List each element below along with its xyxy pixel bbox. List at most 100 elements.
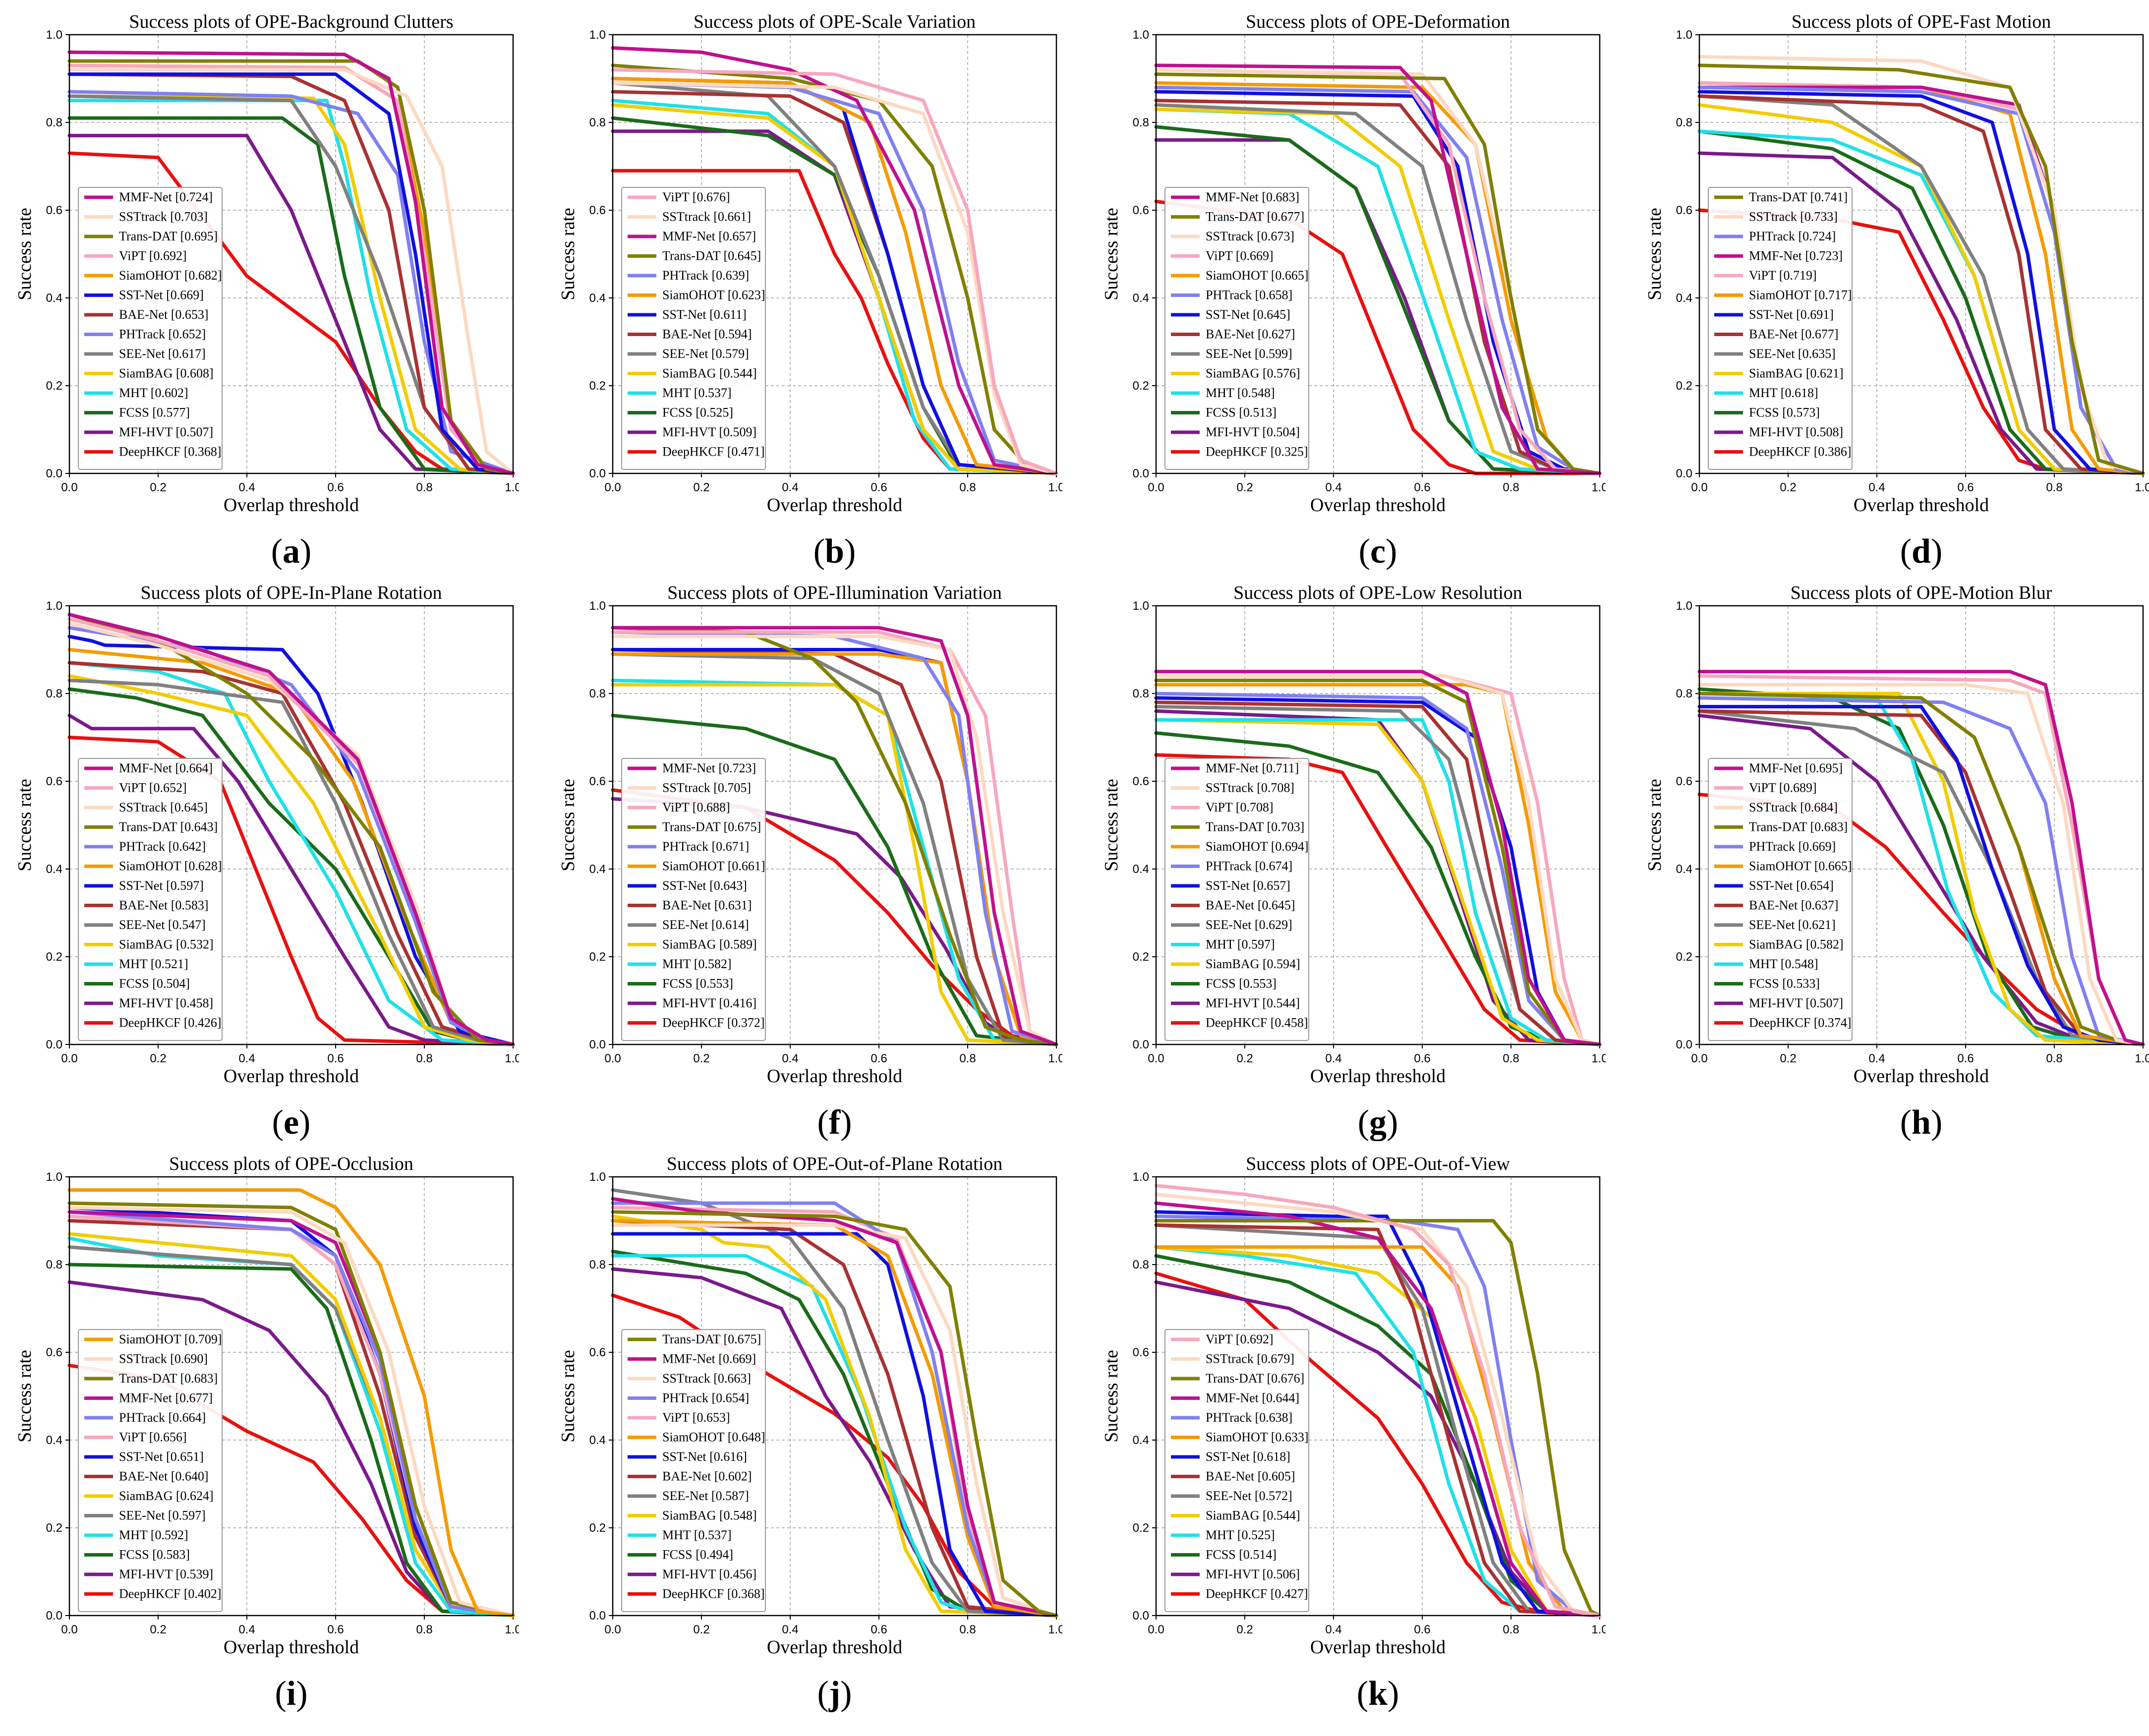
y-axis-label: Success rate [1644,779,1665,871]
x-tick-label: 0.4 [1325,1623,1341,1636]
legend-entry: SiamOHOT [0.628] [119,859,222,873]
legend-entry: FCSS [0.577] [119,405,190,420]
y-tick-label: 0.6 [1676,775,1692,788]
legend-entry: PHTrack [0.652] [119,327,206,342]
x-tick-label: 0.0 [1148,481,1164,494]
chart-panel-k: Success plots of OPE-Out-of-View 0.0 0.2 0.… [1101,1154,1606,1712]
x-tick-label: 0.4 [238,1623,255,1636]
y-tick-label: 1.0 [46,1170,62,1184]
legend-entry: MHT [0.618] [1749,386,1818,400]
legend-entry: MFI-HVT [0.456] [662,1567,756,1581]
x-axis-label: Overlap threshold [1310,495,1446,516]
legend-entry: SSTtrack [0.661] [662,210,751,224]
panel-caption: (a) [271,532,312,570]
y-axis-label: Success rate [558,1350,579,1443]
y-tick-label: 0.6 [589,1346,606,1359]
x-tick-label: 0.8 [416,1052,432,1065]
y-tick-label: 1.0 [1133,599,1149,613]
panel-caption-letter: f [829,1103,841,1141]
x-tick-label: 0.8 [959,481,976,494]
legend-entry: FCSS [0.514] [1206,1548,1277,1562]
legend-entry: ViPT [0.653] [662,1410,730,1425]
x-tick-label: 0.8 [416,1623,432,1636]
legend-entry: SEE-Net [0.621] [1749,918,1836,932]
panel-caption: (d) [1900,532,1943,570]
legend: ViPT [0.692] SSTtrack [0.679] Trans-DAT [0… [1164,1329,1309,1612]
legend-entry: ViPT [0.689] [1749,781,1817,795]
panel-caption-letter: d [1912,532,1931,570]
legend-entry: Trans-DAT [0.676] [1206,1371,1304,1386]
x-tick-label: 0.2 [693,1623,709,1636]
x-tick-label: 0.0 [61,1623,77,1636]
x-tick-label: 0.2 [150,1623,166,1636]
panel-caption-letter: c [1370,532,1386,570]
series-line-trans-dat [1154,72,1602,475]
x-axis-label: Overlap threshold [767,1637,902,1658]
x-tick-label: 0.6 [1957,1052,1974,1065]
series-line-siambag [1697,103,2145,475]
x-tick-label: 0.8 [1503,481,1519,494]
x-tick-label: 0.2 [150,481,166,494]
x-axis-label: Overlap threshold [224,1637,359,1658]
y-tick-label: 0.4 [1133,1434,1149,1447]
series-line-mmf-net [67,50,515,475]
legend-entry: Trans-DAT [0.703] [1206,820,1304,834]
y-tick-label: 0.2 [1676,950,1692,964]
series-line-mmf-net [67,613,515,1046]
legend-entry: MMF-Net [0.669] [662,1352,756,1366]
axes-frame [612,34,1057,474]
legend-entry: SSTtrack [0.690] [119,1352,208,1366]
y-tick-label: 0.6 [1676,204,1692,217]
legend-entry: Trans-DAT [0.675] [662,820,761,834]
series-line-mht [67,661,515,1046]
legend-entry: MMF-Net [0.644] [1206,1391,1299,1405]
x-axis-label: Overlap threshold [224,495,359,516]
axes-frame [68,605,514,1045]
legend-entry: PHTrack [0.724] [1749,229,1836,243]
y-tick-label: 1.0 [1133,1170,1149,1184]
series-line-mmf-net [1697,670,2145,1046]
x-tick-label: 0.6 [1414,481,1430,494]
legend-box [621,1329,766,1612]
legend-entry: SEE-Net [0.617] [119,347,206,361]
y-tick-label: 0.4 [1133,863,1149,876]
legend-entry: SST-Net [0.654] [1749,878,1834,893]
legend-entry: Trans-DAT [0.683] [1749,820,1848,834]
chart-title: Success plots of OPE-Out-of-View [1246,1154,1510,1174]
x-tick-label: 0.0 [604,481,621,494]
legend-box [1164,758,1309,1041]
legend-entry: SST-Net [0.643] [662,878,747,893]
legend-box [1708,758,1853,1041]
x-tick-label: 0.2 [1236,1052,1253,1065]
series-line-mht [1154,718,1602,1046]
x-axis-label: Overlap threshold [767,1066,902,1087]
legend-entry: BAE-Net [0.631] [662,898,752,913]
panel-caption-letter: g [1369,1103,1387,1141]
series-line-siamohot [611,77,1058,475]
panel-caption: (f) [817,1103,852,1141]
legend: SiamOHOT [0.709] SSTtrack [0.690] Trans-DA… [78,1329,223,1612]
y-tick-label: 0.4 [589,863,606,876]
legend-entry: FCSS [0.553] [662,977,733,991]
y-tick-label: 0.8 [589,1258,606,1272]
y-tick-label: 0.8 [589,116,606,129]
y-tick-label: 0.0 [46,1609,62,1622]
legend-entry: DeepHKCF [0.374] [1749,1016,1852,1030]
x-tick-label: 0.6 [871,481,887,494]
y-tick-label: 0.6 [1133,775,1149,788]
legend-entry: MHT [0.602] [119,386,188,400]
legend-entry: SiamOHOT [0.682] [119,268,222,283]
legend-entry: SST-Net [0.691] [1749,307,1834,322]
legend-entry: MHT [0.525] [1206,1528,1275,1542]
legend-entry: FCSS [0.573] [1749,405,1820,420]
series-line-see-net [1697,94,2145,475]
legend-box [78,758,223,1041]
chart-title: Success plots of OPE-Motion Blur [1791,582,2052,603]
legend-entry: BAE-Net [0.605] [1206,1469,1295,1484]
legend-entry: ViPT [0.688] [662,800,730,814]
y-tick-label: 0.0 [589,467,606,480]
x-tick-label: 0.4 [782,1052,798,1065]
y-axis-label: Success rate [1101,1350,1122,1443]
